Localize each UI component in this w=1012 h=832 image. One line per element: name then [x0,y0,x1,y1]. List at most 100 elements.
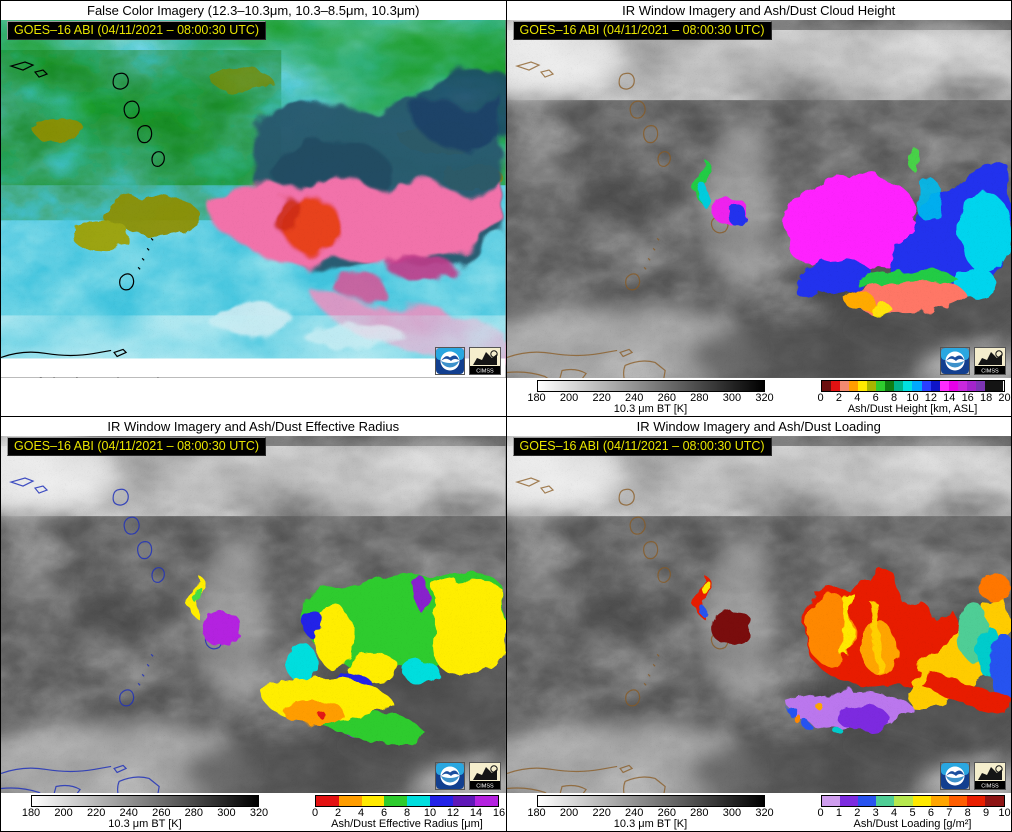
bt-colorbar: 180 200 220 240 260 280 300 320 10.3 μm BT [K] [527,795,774,831]
loading-colorbar-segment [985,796,1004,806]
height-tick-label: 16 [961,391,974,404]
height-colorbar-segment [921,380,931,391]
goes16-timestamp-label: GOES–16 ABI (04/11/2021 – 08:00:30 UTC) [512,21,772,40]
panel-false-color: False Color Imagery (12.3–10.3μm, 10.3–8… [1,1,506,416]
height-tick-label: 20 [998,391,1011,404]
loading-tick-label: 2 [854,807,861,819]
effective-radius-scene [1,435,506,793]
radius-colorbar: 0 2 4 6 8 10 12 14 16 Ash/Dust Effective Radius [… [311,795,505,831]
radius-tick-label: 4 [357,807,365,819]
height-tick-label: 8 [891,391,898,404]
radius-colorbar-label: Ash/Dust Effective Radius [μm] [331,818,483,830]
noaa-logo-icon [434,762,465,790]
loading-scene [506,435,1011,793]
loading-tick-label: 3 [872,807,879,819]
goes16-timestamp-label: GOES–16 ABI (04/11/2021 – 08:00:30 UTC) [7,21,267,40]
svg-text:CIMSS: CIMSS [476,368,494,374]
height-colorbar-segment [894,380,904,391]
panel-cloud-height: IR Window Imagery and Ash/Dust Cloud Hei… [506,1,1011,416]
bt-tick-label: 320 [249,807,269,819]
bt-tick-label: 240 [625,807,644,819]
height-tick-label: 6 [872,391,879,404]
loading-tick-label: 1 [835,807,842,819]
bt-tick-label: 300 [722,391,742,404]
radius-colorbar-segment [338,796,362,806]
bt-tick-label: 280 [690,807,709,819]
height-colorbar-segment [912,380,922,391]
agency-logos: CIMSS [940,762,1006,790]
loading-colorbar-segment [821,796,840,806]
loading-colorbar-segment [839,796,858,806]
loading-tick-label: 0 [817,807,824,819]
loading-colorbar: 0 1 2 3 4 5 6 7 8 9 10 Ash/Dust Loading [g/m²] [817,795,1011,831]
loading-colorbar-segment [930,796,949,806]
loading-tick-label: 8 [964,807,971,819]
bt-colorbar: 180 200 220 240 260 280 300 320 10.3 μm BT [K] [527,379,774,416]
radius-tick-label: 14 [469,807,483,819]
height-colorbar-segment [948,380,958,391]
bt-tick-label: 300 [722,807,742,819]
bt-colorbar-ticks: 180 200 220 240 260 280 300 320 [527,807,773,819]
bt-tick-label: 200 [559,391,579,404]
height-colorbar-segment [994,380,1004,391]
height-colorbar-segment [839,380,849,391]
panel-title: IR Window Imagery and Ash/Dust Loading [506,416,1011,436]
loading-colorbar-segment [912,796,931,806]
loading-colorbar-segment [894,796,913,806]
radius-colorbar-segment [316,796,339,806]
height-colorbar-segment [876,380,886,391]
goes16-timestamp-label: GOES–16 ABI (04/11/2021 – 08:00:30 UTC) [7,436,267,456]
height-colorbar-segment [857,380,867,391]
height-colorbar-segment [866,380,877,391]
false-color-imagery: GOES–16 ABI (04/11/2021 – 08:00:30 UTC) … [1,20,506,378]
cloud-height-imagery: GOES–16 ABI (04/11/2021 – 08:00:30 UTC) … [506,20,1011,378]
svg-text:CIMSS: CIMSS [981,784,999,790]
colorbar-row: 180 200 220 240 260 280 300 320 10.3 μm BT [K] 0… [1,793,506,831]
bt-tick-label: 180 [527,391,546,404]
noaa-logo-icon [940,346,970,375]
height-tick-label: 2 [835,391,842,404]
agency-logos: CIMSS [940,346,1006,375]
bt-colorbar-ticks: 180 200 220 240 260 280 300 320 [527,391,773,404]
height-colorbar-segment [903,380,913,391]
panel-title: IR Window Imagery and Ash/Dust Cloud Hei… [506,1,1011,20]
loading-tick-label: 4 [891,807,898,819]
bt-tick-label: 200 [559,807,579,819]
cimss-logo-icon: CIMSS [974,346,1006,375]
cimss-logo-icon: CIMSS [468,762,501,790]
loading-colorbar-segment [857,796,877,806]
bt-tick-label: 240 [625,391,644,404]
bt-tick-label: 200 [54,807,73,819]
loading-colorbar-segment [948,796,968,806]
height-tick-label: 10 [906,391,919,404]
radius-tick-label: 0 [311,807,319,819]
bt-tick-label: 280 [184,807,204,819]
noaa-logo-icon [434,346,465,375]
radius-tick-label: 6 [380,807,388,819]
bt-tick-label: 300 [217,807,236,819]
bt-tick-label: 180 [21,807,41,819]
svg-text:CIMSS: CIMSS [981,368,999,374]
panel-footer-blank [1,377,506,416]
agency-logos: CIMSS [434,762,501,790]
panel-title: False Color Imagery (12.3–10.3μm, 10.3–8… [1,1,506,20]
noaa-logo-icon [940,762,970,790]
radius-tick-label: 12 [446,807,460,819]
radius-colorbar-segment [407,796,430,806]
effective-radius-imagery: GOES–16 ABI (04/11/2021 – 08:00:30 UTC) … [1,435,506,793]
loading-colorbar-label: Ash/Dust Loading [g/m²] [853,818,972,830]
radius-tick-label: 10 [423,807,437,819]
agency-logos: CIMSS [434,346,501,375]
cimss-logo-icon: CIMSS [468,346,501,375]
radius-colorbar-segment [384,796,407,806]
radius-colorbar-segment [361,796,385,806]
height-tick-label: 14 [943,391,956,404]
height-colorbar-bar [820,379,1005,392]
cloud-height-scene [506,20,1011,378]
height-colorbar-label: Ash/Dust Height [km, ASL] [847,402,978,415]
height-colorbar-segment [848,380,858,391]
loading-tick-label: 9 [983,807,990,819]
radius-colorbar-ticks: 0 2 4 6 8 10 12 14 16 [311,807,505,819]
bt-colorbar: 180 200 220 240 260 280 300 320 10.3 μm BT [K] [22,795,268,831]
bt-colorbar-label: 10.3 μm BT [K] [108,818,182,830]
